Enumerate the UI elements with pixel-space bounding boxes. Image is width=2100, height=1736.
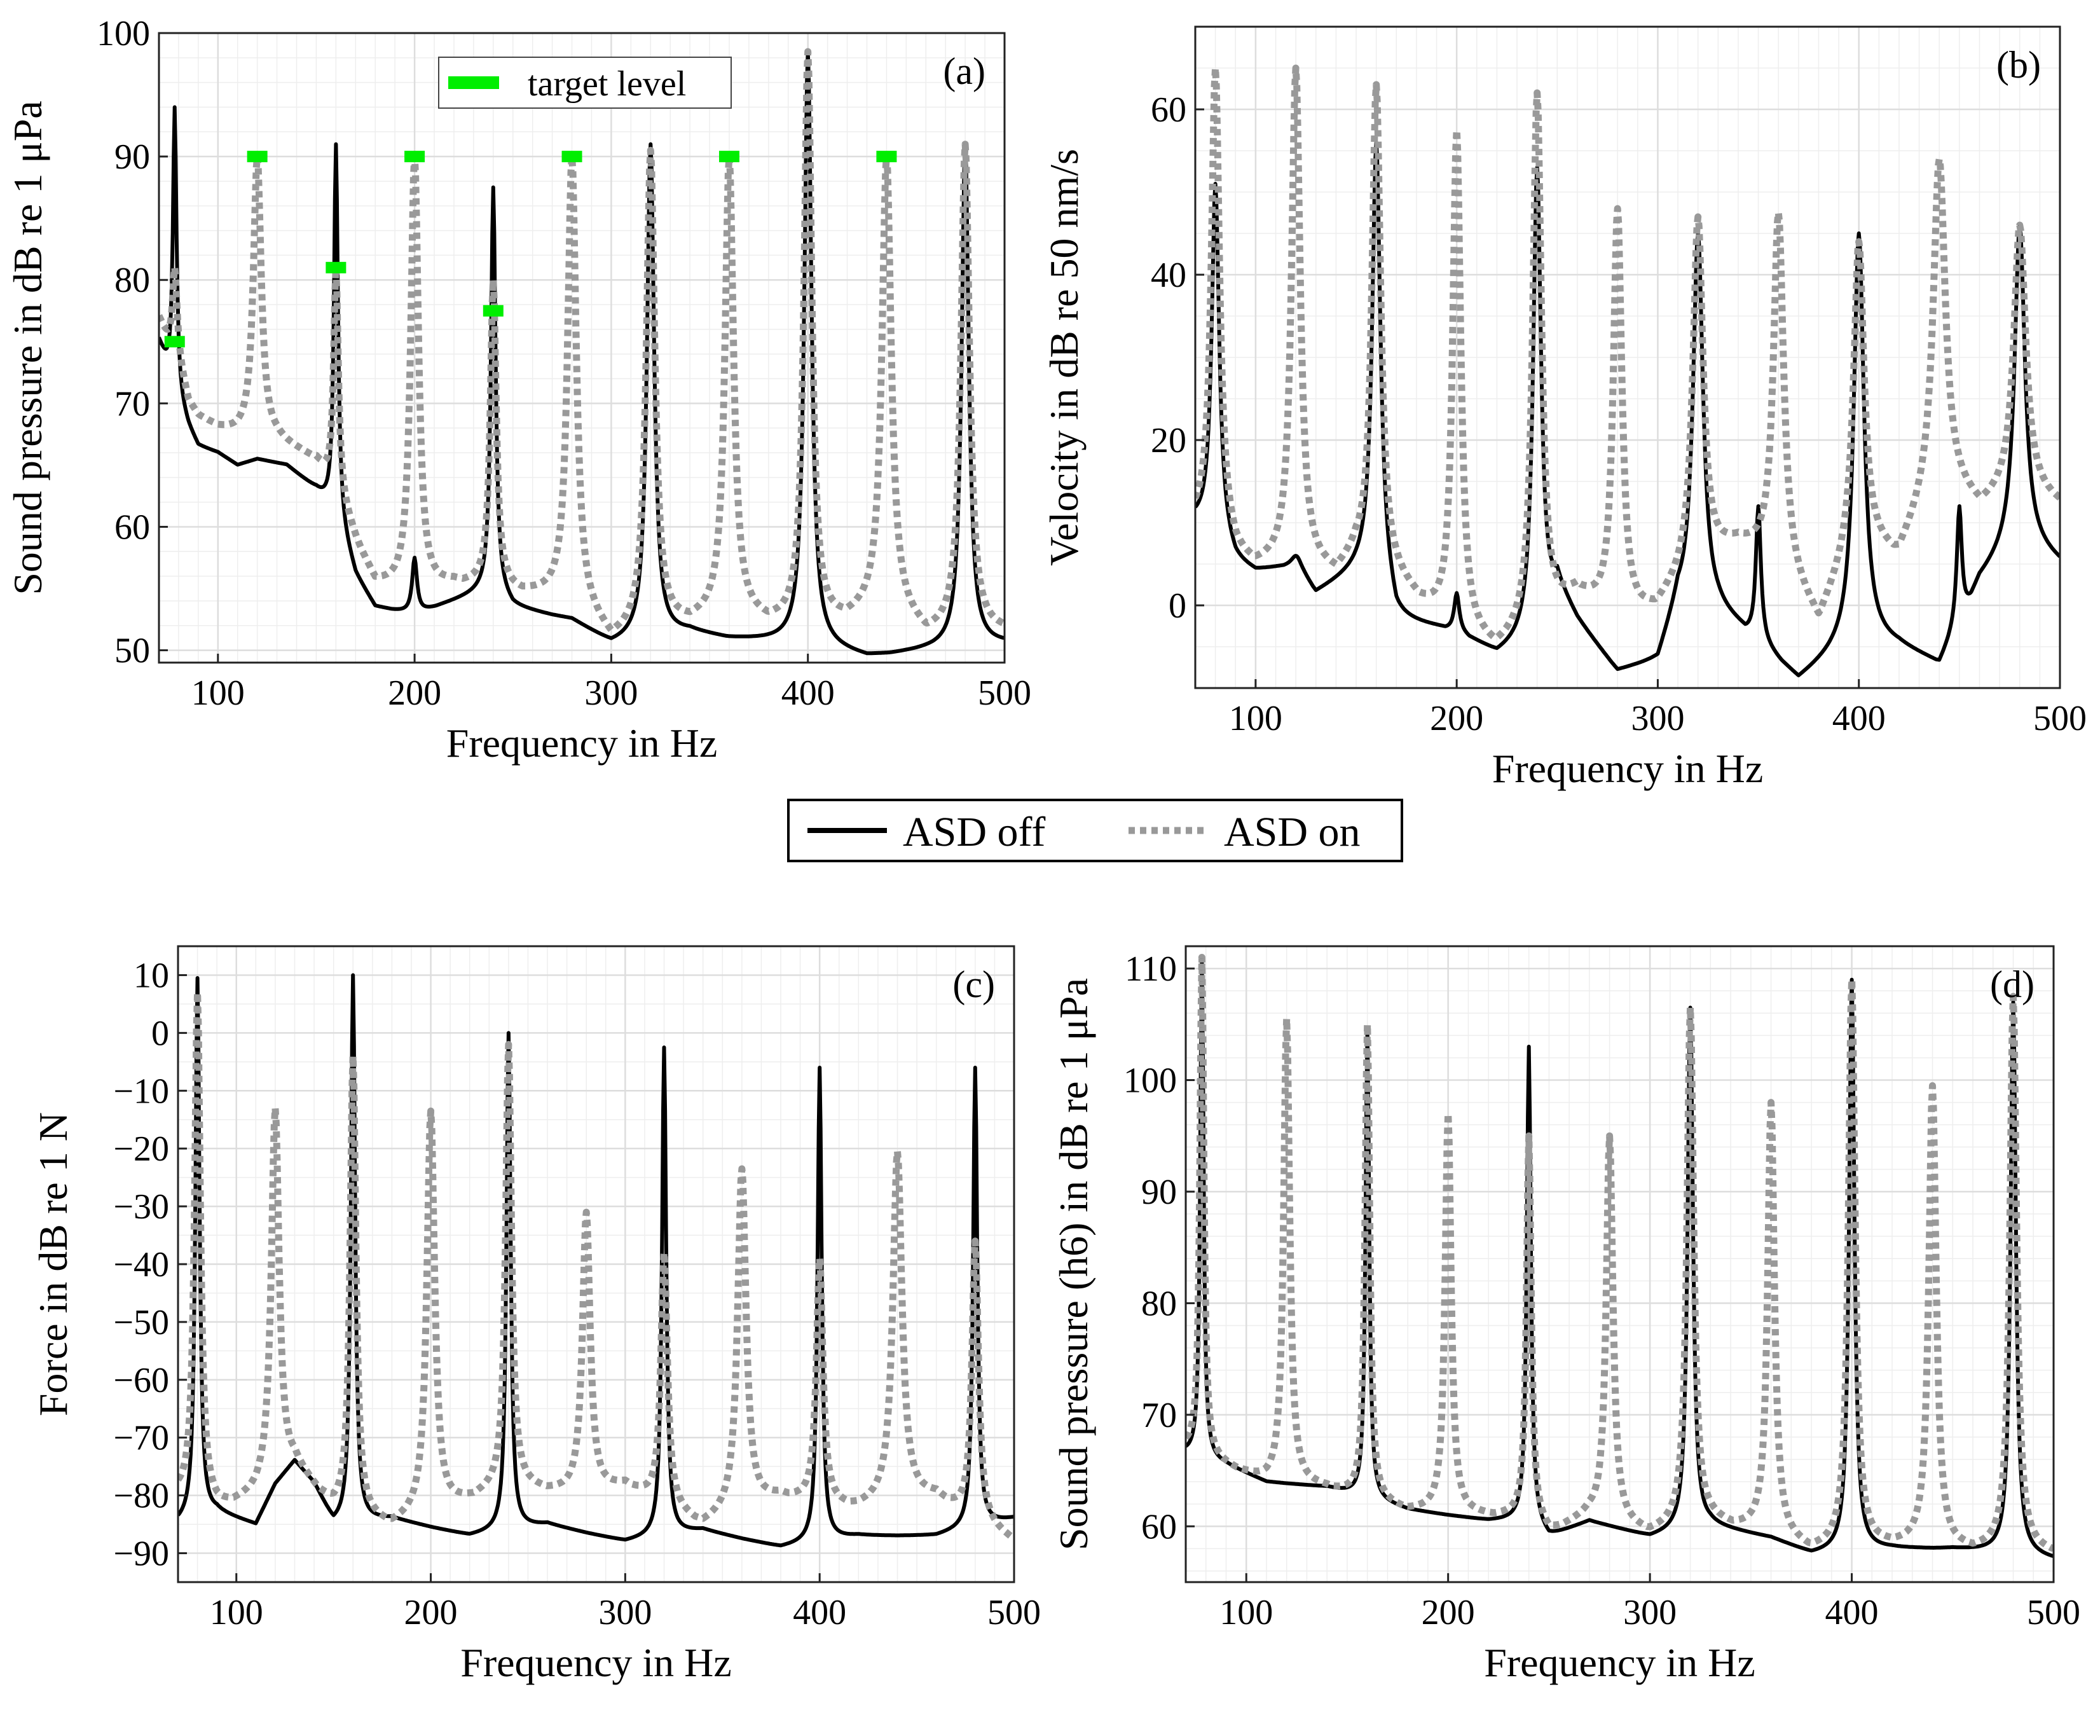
y-tick-label: 0 xyxy=(151,1014,169,1053)
x-tick-label: 200 xyxy=(1422,1593,1475,1632)
x-axis-label: Frequency in Hz xyxy=(460,1640,732,1685)
x-tick-label: 200 xyxy=(388,673,441,713)
target-legend-swatch xyxy=(448,76,499,89)
y-tick-label: 70 xyxy=(114,384,150,424)
y-tick-label: −30 xyxy=(113,1187,169,1227)
panel-d: 100 200 300 400 500 60 70 80 90 100 110 Frequency i… xyxy=(1051,945,2080,1685)
y-tick-label: 90 xyxy=(1141,1173,1177,1212)
shared-legend: ASD off ASD on xyxy=(787,799,1403,862)
series-group xyxy=(178,973,1014,1548)
panel-b: 100 200 300 400 500 0 20 40 60 Frequency in Hz Vel… xyxy=(1041,25,2087,791)
target-marker xyxy=(561,151,582,163)
panel-label: (b) xyxy=(1996,44,2041,86)
target-legend: target level xyxy=(438,57,732,109)
series-group xyxy=(1195,64,2060,677)
target-marker xyxy=(247,151,268,163)
legend-off-label: ASD off xyxy=(903,809,1045,855)
y-tick-label: 60 xyxy=(114,507,150,547)
y-tick-label: −70 xyxy=(113,1419,169,1458)
x-tick-label: 200 xyxy=(1430,699,1483,738)
x-tick-label: 500 xyxy=(987,1593,1041,1632)
panel-a: 100 200 300 400 500 50 60 70 80 90 100 Frequency in… xyxy=(5,14,1031,766)
series-asd-off xyxy=(1186,955,2054,1559)
target-marker xyxy=(483,305,504,317)
series-group xyxy=(159,48,1005,656)
x-tick-label: 100 xyxy=(210,1593,263,1632)
x-tick-label: 300 xyxy=(1623,1593,1677,1632)
series-asd-off xyxy=(1195,141,2060,677)
panel-label: (a) xyxy=(943,50,985,92)
y-tick-label: 80 xyxy=(1141,1284,1177,1323)
x-tick-label: 300 xyxy=(598,1593,652,1632)
series-asd-on xyxy=(159,48,1005,633)
panel-c: 100 200 300 400 500−90−80−70−60−50−40−30−20−… xyxy=(31,945,1041,1685)
x-tick-label: 200 xyxy=(404,1593,458,1632)
y-tick-label: 60 xyxy=(1141,1507,1177,1547)
axes-box xyxy=(158,32,1006,664)
plot-area xyxy=(159,33,1005,663)
legend-on-label: ASD on xyxy=(1224,809,1361,855)
x-tick-label: 300 xyxy=(584,673,638,713)
target-marker xyxy=(164,336,185,348)
y-tick-label: 10 xyxy=(134,956,169,995)
x-tick-label: 500 xyxy=(978,673,1031,713)
axes-box xyxy=(1184,945,2055,1583)
y-tick-label: 20 xyxy=(1151,421,1186,460)
x-tick-label: 300 xyxy=(1631,699,1684,738)
axes-box xyxy=(1194,25,2061,689)
x-tick-label: 400 xyxy=(793,1593,846,1632)
x-tick-label: 100 xyxy=(1219,1593,1273,1632)
y-axis-label: Sound pressure in dB re 1 μPa xyxy=(5,100,50,595)
x-tick-label: 500 xyxy=(2027,1593,2080,1632)
y-tick-label: 90 xyxy=(114,137,150,177)
x-axis-label: Frequency in Hz xyxy=(446,720,718,766)
plot-area xyxy=(1186,946,2054,1582)
x-tick-label: 500 xyxy=(2033,699,2087,738)
y-tick-label: 50 xyxy=(114,631,150,671)
y-tick-label: −60 xyxy=(113,1361,169,1400)
target-legend-label: target level xyxy=(528,64,686,104)
target-marker xyxy=(876,151,897,163)
target-marker xyxy=(326,261,347,273)
y-tick-label: 100 xyxy=(1123,1061,1177,1101)
y-tick-label: 0 xyxy=(1169,586,1186,626)
y-tick-label: 70 xyxy=(1141,1396,1177,1435)
y-tick-label: 100 xyxy=(97,14,150,53)
series-asd-on xyxy=(1186,954,2054,1552)
y-tick-label: −10 xyxy=(113,1071,169,1111)
y-tick-label: 80 xyxy=(114,261,150,300)
y-axis-label: Sound pressure (h6) in dB re 1 μPa xyxy=(1051,978,1096,1550)
x-axis-label: Frequency in Hz xyxy=(1492,746,1764,791)
panel-label: (d) xyxy=(1990,963,2035,1005)
y-tick-label: 60 xyxy=(1151,90,1186,130)
x-tick-label: 400 xyxy=(781,673,835,713)
y-tick-label: −50 xyxy=(113,1303,169,1342)
y-tick-label: 110 xyxy=(1125,949,1177,989)
target-marker xyxy=(718,151,739,163)
y-tick-label: −20 xyxy=(113,1129,169,1169)
y-tick-label: 40 xyxy=(1151,256,1186,295)
series-asd-off xyxy=(159,50,1005,656)
series-asd-on xyxy=(178,989,1014,1541)
target-marker xyxy=(404,151,425,163)
series-asd-off xyxy=(178,973,1014,1548)
x-tick-label: 400 xyxy=(1832,699,1886,738)
series-group xyxy=(1186,954,2054,1559)
y-axis-label: Force in dB re 1 N xyxy=(31,1112,76,1416)
y-tick-label: −80 xyxy=(113,1477,169,1516)
y-tick-label: −40 xyxy=(113,1245,169,1285)
x-tick-label: 400 xyxy=(1825,1593,1879,1632)
panel-label: (c) xyxy=(952,963,995,1005)
x-tick-label: 100 xyxy=(191,673,245,713)
y-tick-label: −90 xyxy=(113,1534,169,1574)
series-asd-on xyxy=(1195,64,2060,642)
y-axis-label: Velocity in dB re 50 nm/s xyxy=(1041,149,1087,566)
x-axis-label: Frequency in Hz xyxy=(1484,1640,1755,1685)
x-tick-label: 100 xyxy=(1229,699,1282,738)
legend-box xyxy=(787,799,1403,862)
